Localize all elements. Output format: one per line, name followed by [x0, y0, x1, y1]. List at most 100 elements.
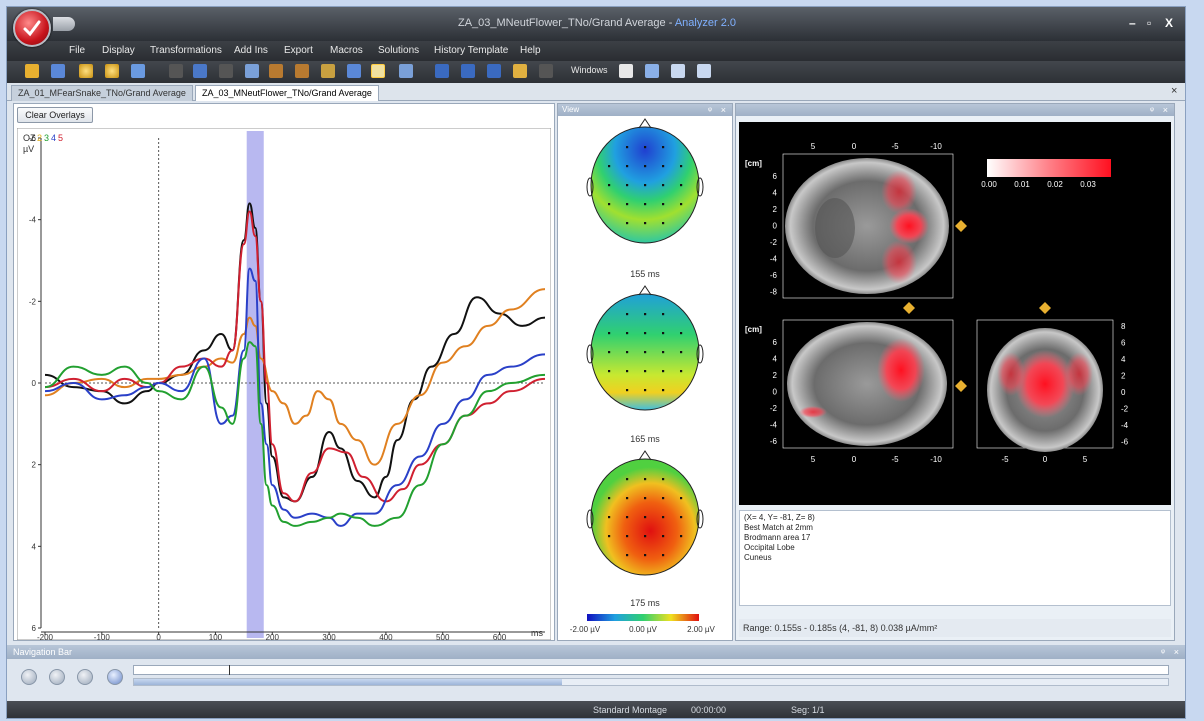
electrode-dot — [608, 535, 611, 538]
menu-add-ins[interactable]: Add Ins — [234, 45, 268, 56]
minimize-button[interactable]: – — [1129, 16, 1136, 30]
sagittal-y-tick: -4 — [770, 421, 778, 430]
menu-macros[interactable]: Macros — [330, 45, 363, 56]
sagittal-frame — [782, 319, 954, 449]
list-icon[interactable] — [245, 64, 259, 78]
app-menu-logo-button[interactable] — [13, 9, 51, 47]
tile-vertical-icon[interactable] — [697, 64, 711, 78]
first-segment-icon[interactable] — [21, 669, 37, 685]
restore-button[interactable]: ▫ — [1147, 16, 1152, 30]
axial-cursor-marker[interactable] — [955, 220, 967, 232]
previous-segment-icon[interactable] — [49, 669, 65, 685]
tab-fear-snake[interactable]: ZA_01_MFearSnake_TNo/Grand Average — [11, 85, 193, 101]
next-segment-icon[interactable] — [77, 669, 93, 685]
menu-export[interactable]: Export — [284, 45, 313, 56]
x-tick-label: 100 — [209, 633, 223, 640]
pane-close-icon[interactable]: × — [1162, 105, 1168, 115]
map-time-label: 165 ms — [630, 434, 660, 444]
pin-icon[interactable]: ᵠ — [1161, 647, 1165, 657]
axial-x-tick: -5 — [891, 142, 899, 151]
electrode-dot — [662, 389, 665, 392]
horizontal-scrollbar[interactable] — [133, 678, 1169, 686]
book-icon[interactable] — [487, 64, 501, 78]
x-tick-label: 400 — [379, 633, 393, 640]
menu-bar — [7, 41, 1185, 61]
x-axis-unit: ms — [531, 628, 543, 638]
electrode-dot — [662, 165, 665, 168]
display-settings-icon[interactable] — [131, 64, 145, 78]
layout-icon[interactable] — [399, 64, 413, 78]
electrode-dot — [626, 165, 629, 168]
r-icon[interactable] — [435, 64, 449, 78]
m-icon[interactable] — [461, 64, 475, 78]
pane-close-icon[interactable]: × — [1173, 647, 1179, 657]
electrode-dot — [626, 222, 629, 225]
menu-transformations[interactable]: Transformations — [150, 45, 222, 56]
axial-activation — [881, 170, 917, 214]
axial-y-tick: 0 — [773, 222, 778, 231]
coronal-cursor-marker[interactable] — [1039, 302, 1051, 314]
arrow-up-icon[interactable] — [295, 64, 309, 78]
map-icon[interactable] — [347, 64, 361, 78]
pane-close-icon[interactable]: × — [720, 105, 726, 115]
waveform-view-icon[interactable] — [371, 64, 385, 78]
y-tick-label: -4 — [29, 216, 37, 225]
electrode-dot — [662, 184, 665, 187]
y-axis-unit: µV — [23, 144, 34, 154]
nose-icon — [638, 450, 652, 461]
axial-y-tick: 4 — [773, 189, 778, 198]
electrode-dot — [608, 203, 611, 206]
electrode-dot — [626, 184, 629, 187]
view-pane-header: View ᵠ × — [558, 104, 732, 116]
grid-icon[interactable] — [51, 64, 65, 78]
arrow-down-icon[interactable] — [269, 64, 283, 78]
close-button[interactable]: X — [1165, 16, 1174, 30]
clear-overlays-button[interactable]: Clear Overlays — [17, 107, 93, 123]
y-tick-label: 2 — [32, 461, 37, 470]
axial-frame — [782, 153, 954, 299]
play-icon[interactable] — [107, 669, 123, 685]
axial-y-tick: -2 — [770, 238, 778, 247]
tile-horizontal-icon[interactable] — [671, 64, 685, 78]
axial-cursor-marker[interactable] — [903, 302, 915, 314]
cascade-icon[interactable] — [645, 64, 659, 78]
channel-icon[interactable] — [193, 64, 207, 78]
x-tick-label: 300 — [322, 633, 336, 640]
zoom-in-icon[interactable] — [79, 64, 93, 78]
menu-display[interactable]: Display — [102, 45, 135, 56]
colorbar-tick: 0.00 — [981, 180, 997, 189]
menu-file[interactable]: File — [69, 45, 86, 56]
electrode-dot — [644, 389, 647, 392]
time-selection-band[interactable] — [246, 131, 264, 638]
windows-label[interactable]: Windows — [571, 65, 608, 75]
pin-icon[interactable]: ᵠ — [1150, 105, 1154, 115]
topomap-stack: 155 ms 165 ms 175 ms -2.00 µV 0.00 µV 2.… — [570, 118, 716, 634]
axial-activation — [881, 240, 917, 284]
sagittal-x-tick: -5 — [891, 455, 899, 464]
sagittal-cursor-marker[interactable] — [955, 380, 967, 392]
zoom-out-icon[interactable] — [105, 64, 119, 78]
export-icon[interactable] — [513, 64, 527, 78]
title-bar — [7, 7, 1185, 41]
coronal-y-tick: 0 — [1121, 388, 1126, 397]
y-tick-label: 6 — [32, 624, 37, 633]
scrollbar-thumb[interactable] — [134, 679, 562, 685]
electrode-dot — [662, 554, 665, 557]
electrode-dot — [644, 370, 647, 373]
menu-history-template[interactable]: History Template — [434, 45, 509, 56]
x-tick-label: 500 — [436, 633, 450, 640]
electrode-dot — [608, 332, 611, 335]
peak-icon[interactable] — [321, 64, 335, 78]
new-window-icon[interactable] — [619, 64, 633, 78]
open-icon[interactable] — [25, 64, 39, 78]
coronal-x-tick: 0 — [1043, 455, 1048, 464]
tab-neut-flower[interactable]: ZA_03_MNeutFlower_TNo/Grand Average — [195, 85, 379, 101]
pin-icon[interactable]: ᵠ — [708, 105, 712, 115]
quick-access-toolbar[interactable] — [53, 17, 75, 31]
mri-slices-view[interactable]: 0.00 0.01 0.02 0.03 [cm] [cm] 5 0 -5 -10 5 0 -5 -1… — [739, 122, 1171, 505]
menu-solutions[interactable]: Solutions — [378, 45, 420, 56]
overview-track[interactable] — [133, 665, 1169, 675]
menu-help[interactable]: Help — [520, 45, 541, 56]
close-tab-icon[interactable]: × — [1171, 85, 1178, 97]
